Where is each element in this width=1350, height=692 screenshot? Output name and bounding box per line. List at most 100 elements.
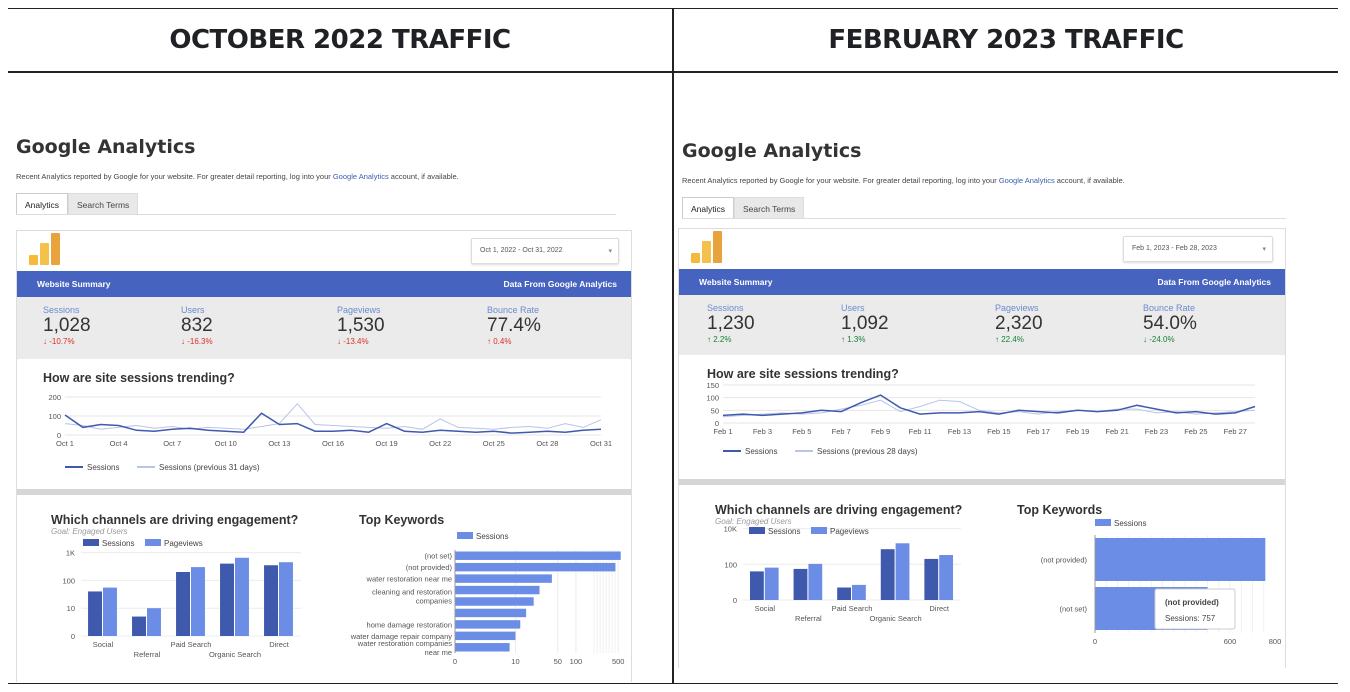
sessions-trend-section: How are site sessions trending? 150 100 50…: [679, 355, 1285, 479]
keyword-bar: [455, 597, 534, 606]
tooltip-title: (not provided): [1165, 598, 1219, 607]
x-tick-label: 100: [570, 657, 583, 666]
sessions-series-line: [722, 394, 1256, 417]
keyword-label: water damage repair company: [350, 632, 453, 641]
x-tick-label: Feb 11: [909, 427, 932, 436]
metric-sessions: Sessions 1,028 ↓ -10.7%: [43, 305, 91, 346]
pageviews-bar: [764, 567, 779, 600]
legend-sessions-label: Sessions: [768, 527, 800, 536]
keyword-bar: [455, 631, 516, 641]
x-tick-label: Paid Search: [171, 640, 212, 649]
pageviews-bar: [895, 543, 910, 600]
keyword-bar: [455, 585, 540, 595]
x-tick-label: Feb 1: [713, 427, 732, 436]
tab-search-terms[interactable]: Search Terms: [68, 193, 139, 214]
x-tick-label: 600: [1224, 637, 1237, 646]
keyword-label: (not set): [424, 552, 452, 561]
x-tick-label: Feb 7: [832, 427, 851, 436]
x-tick-label: Social: [755, 604, 776, 613]
metric-users: Users 832 ↓ -16.3%: [181, 305, 213, 346]
sessions-bar: [837, 587, 851, 600]
sessions-bar: [176, 572, 190, 636]
legend-pageviews-swatch: [811, 527, 827, 534]
pageviews-bar: [235, 557, 249, 636]
channels-title: Which channels are driving engagement?: [51, 513, 299, 527]
tab-search-terms[interactable]: Search Terms: [734, 197, 805, 218]
website-summary-bar: Website Summary Data From Google Analyti…: [17, 271, 631, 297]
google-analytics-link[interactable]: Google Analytics: [998, 176, 1055, 185]
x-tick-label: Feb 23: [1145, 427, 1168, 436]
metric-pageviews: Pageviews 2,320 ↑ 22.4%: [995, 303, 1043, 344]
y-tick-label: 0: [733, 596, 737, 605]
legend-sessions-swatch: [1095, 519, 1111, 526]
x-tick-label: Oct 1: [56, 439, 74, 448]
legend-pageviews-label: Pageviews: [830, 527, 869, 536]
date-range-select[interactable]: Oct 1, 2022 - Oct 31, 2022 ▾: [471, 238, 619, 264]
sessions-bar: [749, 571, 764, 600]
google-analytics-link[interactable]: Google Analytics: [332, 172, 389, 181]
comparison-frame: OCTOBER 2022 TRAFFIC FEBRUARY 2023 TRAFF…: [8, 8, 1338, 684]
y-tick-label: 1K: [66, 549, 75, 558]
channels-bar-chart: 10K 100 0 Social Referral Paid SearchOrganic …: [724, 525, 961, 623]
keyword-label: (not provided): [1041, 556, 1088, 565]
x-tick-label: Oct 7: [163, 439, 181, 448]
x-tick-label: 50: [554, 657, 562, 666]
sessions-bar: [264, 565, 278, 636]
tab-analytics[interactable]: Analytics: [16, 193, 69, 214]
x-tick-label: 10: [511, 657, 519, 666]
sessions-bar: [220, 563, 234, 636]
tab-analytics[interactable]: Analytics: [682, 197, 735, 218]
previous-sessions-series-line: [722, 399, 1256, 418]
legend-sessions-label: Sessions: [1114, 519, 1146, 528]
trend-title: How are site sessions trending?: [43, 371, 235, 385]
keyword-label: near me: [424, 648, 452, 657]
y-tick-label: 0: [71, 632, 75, 641]
x-tick-label: Feb 27: [1224, 427, 1247, 436]
keyword-bar: [455, 574, 552, 583]
pageviews-bar: [852, 584, 866, 600]
google-analytics-logo-icon: [29, 233, 60, 265]
dashboard: Oct 1, 2022 - Oct 31, 2022 ▾ Website Summ…: [16, 230, 632, 683]
sessions-bar: [793, 568, 808, 600]
bottom-section: Which channels are driving engagement? G…: [679, 485, 1285, 669]
metric-users: Users 1,092 ↑ 1.3%: [841, 303, 889, 344]
x-tick-label: Feb 17: [1027, 427, 1050, 436]
keyword-bar: [455, 643, 510, 652]
description: Recent Analytics reported by Google for …: [16, 172, 459, 181]
x-tick-label: Oct 19: [376, 439, 398, 448]
keywords-bar-chart: 0 10 50 100 500 Sessions (not set) (not provide…: [350, 532, 624, 666]
column-divider: [672, 9, 674, 683]
x-tick-label: 800: [1269, 637, 1282, 646]
x-tick-label: Oct 22: [429, 439, 451, 448]
x-tick-label: Feb 3: [753, 427, 772, 436]
legend-previous-label: Sessions (previous 28 days): [817, 447, 918, 456]
keyword-label: water restoration companies: [357, 639, 452, 648]
x-tick-label: Feb 19: [1066, 427, 1089, 436]
x-tick-label: Paid Search: [832, 604, 873, 613]
analytics-panel-october: Google Analytics Recent Analytics report…: [16, 136, 634, 683]
previous-sessions-series-line: [64, 402, 602, 430]
date-range-select[interactable]: Feb 1, 2023 - Feb 28, 2023 ▾: [1123, 236, 1273, 262]
x-tick-label: Feb 15: [987, 427, 1010, 436]
x-tick-label: Organic Search: [870, 614, 922, 623]
legend-sessions-swatch: [83, 539, 99, 546]
keyword-bar: [455, 562, 616, 572]
tab-bar: Analytics Search Terms: [16, 193, 616, 215]
x-tick-label: Oct 28: [536, 439, 558, 448]
x-tick-label: 0: [1093, 637, 1097, 646]
sessions-trend-section: How are site sessions trending? 200 100 0 O…: [17, 359, 631, 489]
y-tick-label: 0: [57, 431, 61, 440]
y-tick-label: 200: [48, 393, 61, 402]
pageviews-bar: [808, 563, 823, 600]
legend-previous-label: Sessions (previous 31 days): [159, 463, 260, 472]
legend-sessions-label: Sessions: [87, 463, 119, 472]
tab-bar: Analytics Search Terms: [682, 197, 1286, 219]
pageviews-bar: [939, 555, 954, 600]
keyword-bar: [1095, 538, 1266, 581]
y-tick-label: 10K: [724, 525, 737, 534]
metric-bounce-rate: Bounce Rate 77.4% ↑ 0.4%: [487, 305, 541, 346]
y-tick-label: 100: [724, 560, 737, 569]
header-divider: [8, 71, 1338, 73]
